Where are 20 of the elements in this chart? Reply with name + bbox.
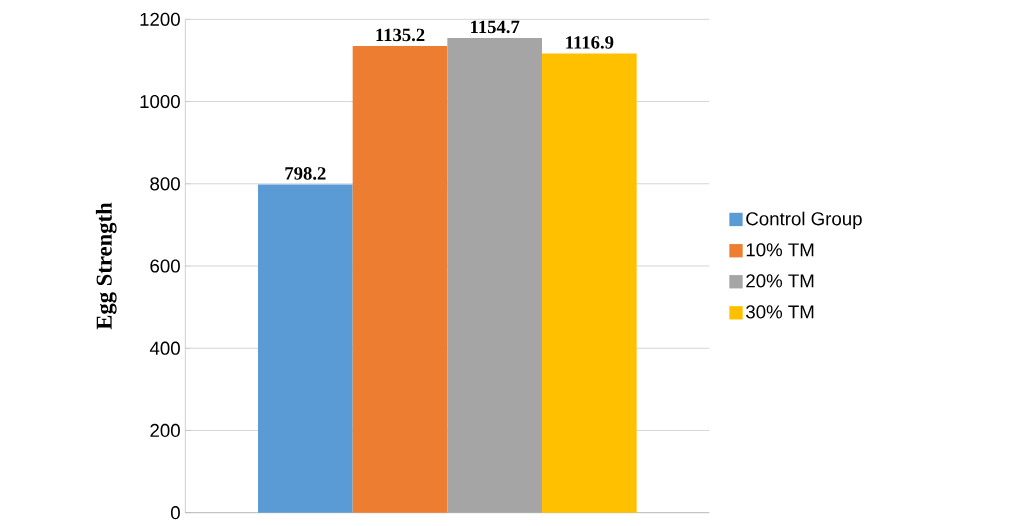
y-tick-label: 1000 <box>140 94 180 109</box>
legend-label: 30% TM <box>746 305 814 319</box>
data-label: 798.2 <box>285 167 326 180</box>
bar <box>352 45 448 513</box>
legend-label: 20% TM <box>746 274 814 288</box>
y-tick-label: 1200 <box>140 12 180 26</box>
y-tick-label: 0 <box>170 506 180 520</box>
legend-label: 10% TM <box>746 243 814 257</box>
y-tick-label: 400 <box>149 341 180 355</box>
y-tick-label: 600 <box>150 259 180 273</box>
legend-label: Control Group <box>746 211 862 230</box>
bar <box>447 37 543 513</box>
bar <box>542 53 637 513</box>
y-tick-label: 200 <box>150 423 180 438</box>
y-tick-label: 800 <box>150 177 180 191</box>
bar <box>258 184 353 513</box>
data-label: 1154.7 <box>471 20 520 34</box>
data-label: 1116.9 <box>566 36 614 49</box>
data-label: 1135.2 <box>376 28 425 42</box>
y-axis-title: Egg Strength <box>95 202 117 330</box>
